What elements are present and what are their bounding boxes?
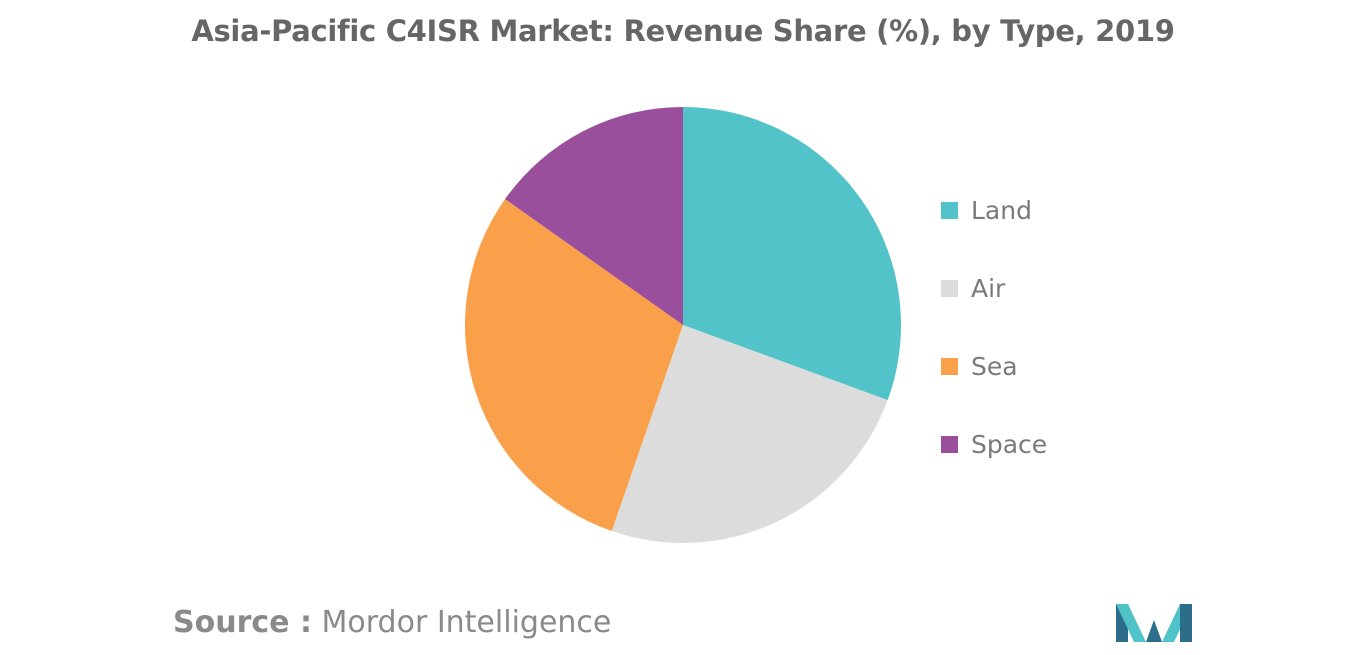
legend-label-land: Land (971, 195, 1032, 225)
pie-slices (465, 106, 901, 543)
legend-swatch-air (941, 279, 958, 297)
legend-label-space: Space (971, 429, 1048, 459)
pie-slice-space[interactable] (505, 106, 683, 325)
legend-swatch-space (941, 435, 958, 453)
logo-shape-right (1180, 604, 1192, 642)
legend-item-land[interactable]: Land (941, 190, 1032, 230)
chart-title: Asia-Pacific C4ISR Market: Revenue Share… (191, 14, 1175, 48)
logo-shape-mid (1146, 620, 1162, 642)
logo-shape-left-diag (1116, 604, 1146, 642)
source-note: Source : Mordor Intelligence (173, 605, 611, 640)
legend-item-space[interactable]: Space (941, 424, 1047, 464)
legend-label-air: Air (971, 273, 1006, 303)
pie-slice-air[interactable] (611, 325, 888, 543)
legend-swatch-sea (941, 357, 958, 375)
pie-slice-land[interactable] (683, 107, 901, 401)
legend-swatch-land (941, 201, 958, 219)
mordor-intelligence-logo-icon (1116, 604, 1192, 642)
legend-item-sea[interactable]: Sea (941, 346, 1018, 386)
legend-item-air[interactable]: Air (941, 268, 1005, 308)
legend-label-sea: Sea (971, 351, 1018, 381)
source-prefix: Source : (173, 605, 312, 640)
pie-slice-sea[interactable] (465, 199, 683, 532)
source-name: Mordor Intelligence (321, 605, 612, 640)
